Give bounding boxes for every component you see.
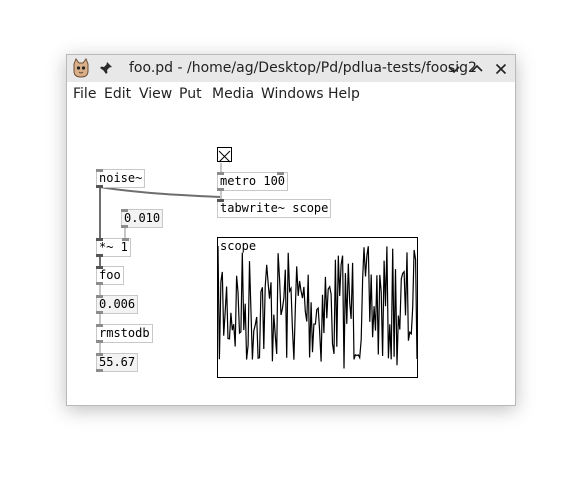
titlebar[interactable]: foo.pd - /home/ag/Desktop/Pd/pdlua-tests… [67,55,515,83]
mul-value-outlet[interactable] [121,225,128,228]
rmstodb-outlet[interactable] [96,340,103,343]
patch-canvas[interactable]: noise~ 0.010 *~ 1 foo 0.006 rmstodb 55.6… [67,107,515,405]
noise-object[interactable]: noise~ [96,169,146,188]
menu-media[interactable]: Media [212,86,255,102]
chevron-down-icon[interactable] [446,61,462,77]
menu-view[interactable]: View [139,86,173,102]
close-icon[interactable] [493,61,509,77]
toggle-check-icon [218,150,231,163]
tabwrite-inlet[interactable] [217,199,224,202]
scope-waveform [218,245,417,369]
noise-outlet[interactable] [96,185,103,188]
foo-output-numbox[interactable]: 0.006 [96,295,139,314]
toggle[interactable] [217,147,232,163]
noise-inlet[interactable] [96,169,103,172]
menu-windows[interactable]: Windows [261,86,324,102]
scope-waveform-line [218,245,417,369]
multiply-inlet-left[interactable] [96,238,103,241]
menubar: File Edit View Put Media Windows Help [67,82,515,107]
menu-edit[interactable]: Edit [104,86,132,102]
foo-output-inlet[interactable] [96,295,103,298]
pd-patch-window: foo.pd - /home/ag/Desktop/Pd/pdlua-tests… [66,54,516,406]
menu-put[interactable]: Put [179,86,202,102]
db-output-outlet[interactable] [96,369,103,372]
scope-array-label: scope [220,239,257,253]
foo-output-outlet[interactable] [96,311,103,314]
rmstodb-object[interactable]: rmstodb [96,324,153,343]
multiply-outlet[interactable] [96,254,103,257]
multiply-object[interactable]: *~ 1 [96,238,131,257]
pd-cat-icon [73,58,89,78]
chevron-up-icon[interactable] [469,61,485,77]
tabwrite-object[interactable]: tabwrite~ scope [217,199,332,218]
metro-object[interactable]: metro 100 [217,172,289,191]
mul-value-inlet[interactable] [121,209,128,212]
pin-icon[interactable] [99,61,113,75]
foo-inlet[interactable] [96,266,103,269]
menu-help[interactable]: Help [328,86,360,102]
db-output-numbox[interactable]: 55.67 [96,353,139,372]
foo-outlet[interactable] [96,282,103,285]
metro-outlet[interactable] [217,188,224,191]
patch-wires [99,163,222,353]
metro-inlet-right[interactable] [277,172,284,175]
scope-array[interactable]: scope [217,237,418,378]
db-output-inlet[interactable] [96,353,103,356]
foo-object[interactable]: foo [96,266,124,285]
menu-file[interactable]: File [73,86,97,102]
window-title: foo.pd - /home/ag/Desktop/Pd/pdlua-tests… [129,60,477,76]
metro-inlet-left[interactable] [217,172,224,175]
mul-value-numbox[interactable]: 0.010 [121,209,164,228]
multiply-inlet-right[interactable] [122,238,129,241]
rmstodb-inlet[interactable] [96,324,103,327]
